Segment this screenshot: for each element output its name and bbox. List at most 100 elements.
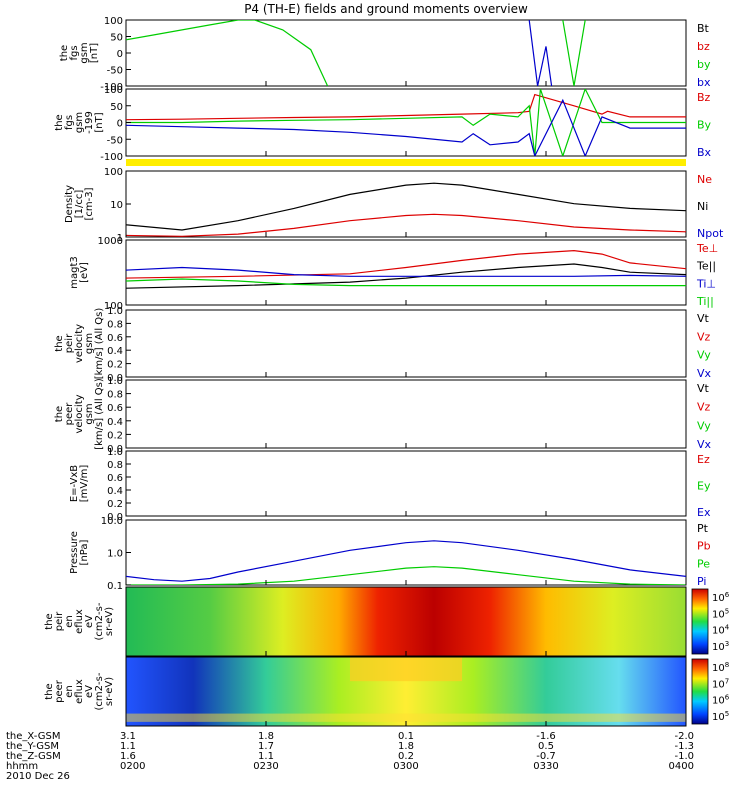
panel-pressure-series-0 [126, 540, 686, 582]
panel-peir_spec-colorbar-tick-1: 105 [712, 607, 729, 620]
panel-density-ytick-2: 1 [117, 233, 123, 244]
footer-label-4: 2010 Dec 26 [6, 771, 70, 782]
footer-row-0-3: -1.6 [536, 731, 556, 742]
panel-temp-legend-0: Te⊥ [696, 242, 718, 255]
panel-efield-frame [125, 450, 687, 517]
panel-fgs-frame [125, 19, 687, 87]
panel-temp-frame [125, 239, 687, 306]
panel-fgs-legend-0: Bt [697, 22, 710, 35]
panel-temp-ytick-0: 1000 [98, 236, 123, 247]
panel-peer_spec-colorbar [691, 658, 709, 725]
panel-peir_vel-ytick-5: 0.0 [107, 373, 123, 384]
panel-peir_vel-ylabel-2: velocity [74, 324, 85, 363]
panel-peir_vel-ytick-2: 0.6 [107, 333, 123, 344]
panel-peir_vel-legend-1: Vz [697, 330, 711, 343]
panel-peer_spec-ylabel-1: peer [54, 679, 65, 703]
panel-peer_vel-ytick-5: 0.0 [107, 444, 123, 455]
panel-fgs_dsl-ytick-2: 0 [117, 119, 123, 130]
panel-peir_spec-colorbar-tick-0: 106 [712, 591, 730, 604]
panel-peir_spec-colorbar-tick-2: 104 [712, 624, 730, 637]
panel-fgs-legend-1: bz [697, 40, 710, 53]
panel-fgs_dsl-series-2 [126, 98, 686, 156]
panel-peir_spec-heatmap [126, 587, 686, 656]
panel-efield-ytick-5: 0.0 [107, 512, 123, 523]
panel-peir_spec-ylabel-6: sr-eV) [104, 607, 115, 636]
panel-fgs_dsl-ytick-1: 50 [110, 102, 123, 113]
panel-peer_spec-band-hi [350, 657, 462, 682]
panel-density-frame [125, 170, 687, 238]
panel-peir_spec-ylabel-1: peir [54, 611, 65, 631]
panel-density-legend-2: Npot [697, 227, 724, 240]
panel-fgs-ylabel-1: fgs [69, 45, 80, 60]
panel-peir_vel-ylabel-3: gsm [84, 333, 95, 354]
panel-fgs-ylabel-3: [nT] [89, 43, 100, 63]
panel-temp-series-2 [126, 266, 686, 277]
panel-efield-ytick-0: 1.0 [107, 447, 123, 458]
panel-peir_spec-ylabel-2: en [64, 615, 75, 628]
panel-fgs_dsl-ytick-0: 100 [104, 85, 123, 96]
panel-efield-legend-1: Ey [697, 480, 711, 493]
panel-peer_spec-ylabel-6: sr-eV) [104, 677, 115, 706]
footer-label-3: hhmm [6, 761, 38, 772]
panel-efield-ylabel-0: E=-VxB [69, 465, 80, 502]
panel-peer_vel-ylabel-0: the [54, 406, 65, 422]
panel-temp-series-3 [126, 278, 686, 287]
panel-peir_spec-ylabel-0: the [44, 613, 55, 629]
panel-fgs_dsl-ylabel-3: -199 [84, 111, 95, 134]
panel-peer_spec-ylabel-2: en [64, 685, 75, 698]
panel-peir_vel-ylabel-0: the [54, 335, 65, 351]
panel-density-legend-1: Ni [697, 200, 708, 213]
panel-temp-ylabel-0: magt3 [69, 256, 80, 289]
footer-row-1-4: -1.3 [674, 741, 694, 752]
panel-pressure-legend-2: Pe [697, 557, 710, 570]
panel-peer_vel-legend-2: Vy [697, 419, 711, 432]
panel-density-series-1 [126, 213, 686, 237]
footer-row-3-0: 0200 [120, 761, 145, 772]
panel-temp-legend-2: Ti⊥ [696, 277, 716, 290]
panel-pressure-legend-0: Pt [697, 522, 709, 535]
panel-fgs-series-1 [562, 20, 586, 86]
footer-row-1-1: 1.7 [258, 741, 274, 752]
footer-row-2-0: 1.6 [120, 751, 136, 762]
panel-pressure-ylabel-1: [nPa] [79, 539, 90, 565]
footer-row-3-2: 0300 [393, 761, 418, 772]
panel-peir_spec-colorbar [691, 588, 709, 655]
panel-peer_spec-ylabel-4: eV [84, 685, 95, 698]
panel-fgs_dsl-ytick-4: -100 [100, 152, 123, 163]
footer-label-1: the_Y-GSM [6, 741, 59, 752]
panel-peer_spec-colorbar-tick-1: 107 [712, 677, 729, 690]
footer-row-0-0: 3.1 [120, 731, 136, 742]
panel-peer_vel-ytick-3: 0.4 [107, 417, 123, 428]
panel-fgs_dsl-legend-2: Bx [697, 146, 712, 159]
panel-density-ytick-1: 10 [110, 200, 123, 211]
panel-peer_spec-ylabel-3: eflux [74, 679, 85, 704]
panel-peer_vel-legend-1: Vz [697, 401, 711, 414]
panel-peer_vel-ytick-2: 0.6 [107, 403, 123, 414]
panel-peer_vel-ylabel-4: [km/s] (All Qs) [94, 378, 105, 450]
panel-efield-ylabel-1: [mV/m] [79, 465, 90, 503]
panel-fgs-series-0 [126, 20, 329, 86]
panel-peer_vel-ytick-0: 1.0 [107, 376, 123, 387]
panel-efield-legend-2: Ex [697, 506, 711, 519]
panel-density-ylabel-1: [1/cc] [74, 190, 85, 219]
panel-efield-ytick-2: 0.6 [107, 473, 123, 484]
panel-efield-ytick-3: 0.4 [107, 486, 123, 497]
panel-peer_vel-legend-3: Vx [697, 438, 712, 451]
panel-peir_spec-ylabel-4: eV [84, 615, 95, 628]
panel-fgs-ylabel-2: gsm [79, 42, 90, 63]
footer-row-3-4: 0400 [669, 761, 694, 772]
footer-row-2-4: -1.0 [674, 751, 694, 762]
panel-peir_vel-legend-0: Vt [697, 312, 710, 325]
panel-fgs-series-2 [528, 20, 553, 86]
panel-peir_spec-ylabel-3: eflux [74, 609, 85, 634]
panel-density-ytick-0: 100 [104, 167, 123, 178]
footer-row-2-3: -0.7 [536, 751, 556, 762]
panel-peir_vel-legend-2: Vy [697, 349, 711, 362]
panel-temp-series-0 [126, 249, 686, 279]
panel-peer_vel-ylabel-1: peer [64, 402, 75, 426]
panel-pressure-ytick-1: 1.0 [107, 549, 123, 560]
panel-fgs_dsl-ylabel-0: the [54, 114, 65, 130]
footer-row-1-2: 1.8 [398, 741, 414, 752]
panel-fgs_dsl-legend-0: Bz [697, 91, 711, 104]
